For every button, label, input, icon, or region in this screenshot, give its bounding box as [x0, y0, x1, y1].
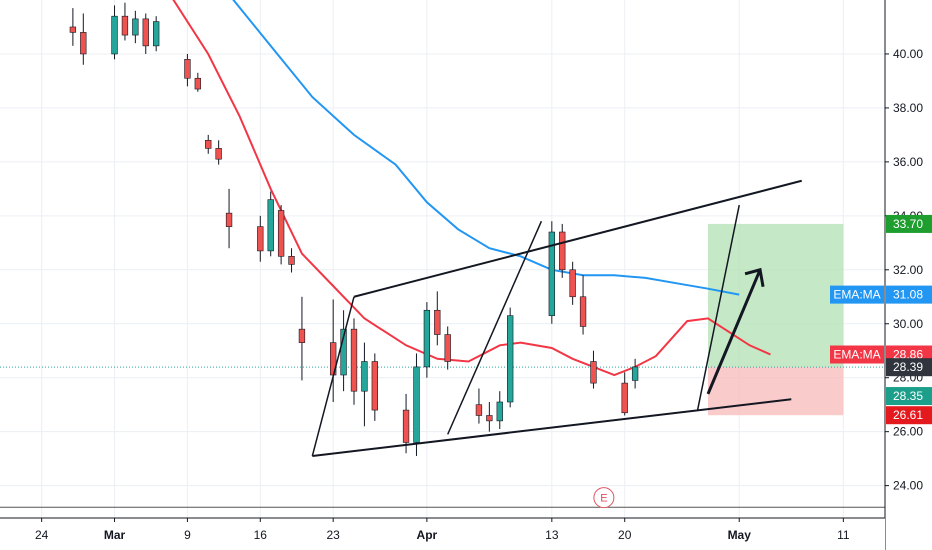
candle-body	[205, 139, 212, 149]
candle-body	[277, 210, 285, 257]
price-badge-text: 31.08	[893, 288, 923, 302]
candle-body	[361, 361, 368, 392]
price-badge-text: 28.39	[893, 360, 923, 374]
time-tick-label: May	[728, 528, 752, 542]
candle-body	[142, 18, 149, 47]
price-tick-label: 36.00	[893, 155, 923, 169]
price-tick-label: 24.00	[893, 479, 923, 493]
candlestick-series	[69, 2, 639, 456]
price-tick-label: 38.00	[893, 101, 923, 115]
arrow-head	[744, 267, 765, 288]
price-tick-label: 30.00	[893, 317, 923, 331]
price-badge-text: 28.86	[893, 348, 923, 362]
candle-body	[257, 226, 264, 252]
candle-body	[579, 296, 587, 327]
price-badge	[886, 387, 932, 406]
upper-trendline	[353, 179, 802, 298]
candle-body	[631, 366, 639, 381]
ema-line	[172, 0, 771, 377]
price-tick-label: 26.00	[893, 425, 923, 439]
candle-body	[475, 404, 483, 416]
candle-body	[340, 328, 347, 376]
candle-body	[69, 26, 77, 33]
ema-tag-text: EMA:MA	[833, 288, 880, 302]
candle-body	[298, 328, 306, 343]
earnings-label: E	[600, 493, 607, 505]
candle-body	[288, 256, 295, 265]
price-axis-group: 24.0026.0028.0030.0032.0034.0036.0038.00…	[884, 0, 932, 550]
candle-body	[507, 315, 514, 403]
candle-body	[225, 212, 233, 227]
time-tick-label: 20	[618, 528, 632, 542]
candle-body	[569, 269, 576, 298]
time-tick-label: 13	[545, 528, 559, 542]
price-tick-label: 40.00	[893, 47, 923, 61]
candle-body	[559, 231, 566, 271]
time-axis-bg	[0, 518, 885, 550]
indicator-lines	[172, 0, 771, 377]
lower-trendline	[312, 398, 792, 457]
stop-zone	[708, 367, 844, 416]
candle-body	[486, 415, 493, 422]
candle-body	[496, 401, 503, 422]
earnings-marker-group: E	[593, 487, 615, 509]
candle-body	[350, 328, 358, 392]
time-tick-label: 9	[184, 528, 191, 542]
candle-body	[184, 59, 191, 79]
price-badge	[886, 406, 932, 425]
candle-body	[423, 309, 431, 368]
candle-body	[80, 32, 87, 55]
candle-body	[548, 231, 555, 316]
impulse-leg	[696, 204, 740, 411]
impulse-leg	[447, 220, 543, 435]
time-tick-label: 16	[254, 528, 268, 542]
time-tick-label: 23	[326, 528, 340, 542]
candle-body	[621, 382, 628, 414]
candle-body	[215, 148, 222, 160]
time-tick-label: 24	[35, 528, 49, 542]
price-badge	[886, 358, 932, 377]
price-labels-group: 33.70 31.08 EMA:MA 28.86 EMA:MA 28.39 28.35 26.…	[830, 214, 932, 425]
price-badge-text: 33.70	[893, 217, 923, 231]
candle-body	[121, 15, 129, 36]
impulse-leg	[706, 269, 762, 395]
time-axis-group: 24 Mar 9 16 23 Apr 13 20 May 11	[0, 517, 885, 550]
price-badge-text: 28.35	[893, 389, 923, 403]
candle-body	[153, 21, 160, 47]
price-badge	[886, 214, 932, 233]
candle-body	[402, 409, 410, 443]
ema-tag	[830, 345, 884, 364]
time-tick-label: Mar	[104, 528, 126, 542]
ema-tag-text: EMA:MA	[833, 348, 880, 362]
earnings-icon	[593, 487, 615, 509]
candle-body	[267, 199, 274, 252]
time-tick-label: 11	[837, 528, 850, 542]
candle-body	[590, 361, 597, 384]
candle-body	[444, 334, 451, 362]
trade-zones	[0, 223, 885, 508]
candle-body	[371, 361, 378, 411]
ma-line	[232, 0, 740, 296]
impulse-leg	[311, 296, 355, 457]
ema-tag	[830, 285, 884, 304]
time-tick-label: Apr	[417, 528, 438, 542]
candle-body	[194, 77, 201, 90]
price-axis-bg	[885, 0, 932, 550]
candle-body	[434, 309, 441, 335]
price-badge-text: 26.61	[893, 408, 923, 422]
candle-body	[413, 366, 420, 443]
price-tick-label: 32.00	[893, 263, 923, 277]
trend-drawings	[311, 179, 802, 457]
price-badge	[886, 285, 932, 304]
candle-body	[132, 18, 139, 36]
candle-body	[111, 15, 118, 55]
